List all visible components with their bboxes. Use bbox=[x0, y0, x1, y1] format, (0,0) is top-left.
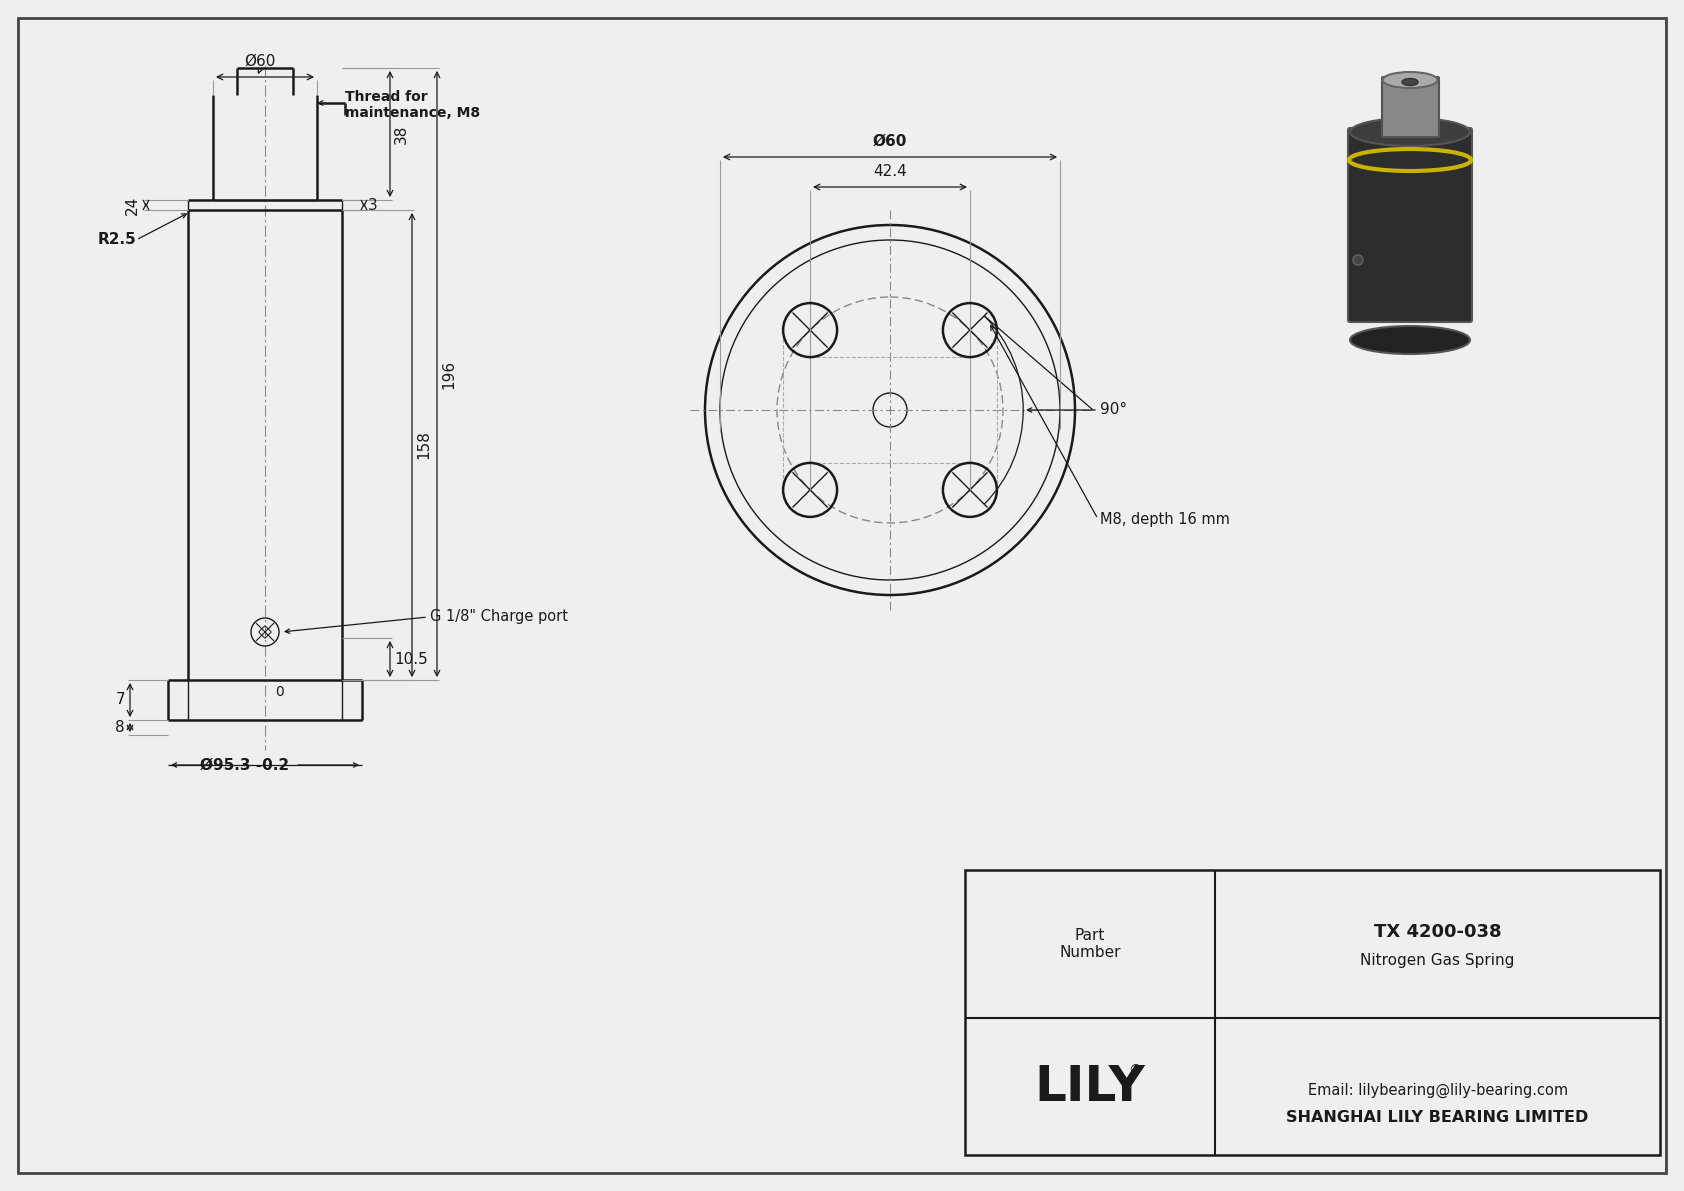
Text: Email: lilybearing@lily-bearing.com: Email: lilybearing@lily-bearing.com bbox=[1307, 1083, 1568, 1098]
Text: 90°: 90° bbox=[1100, 403, 1127, 418]
Text: ®: ® bbox=[1128, 1064, 1142, 1078]
Text: Ø95.3 -0.2: Ø95.3 -0.2 bbox=[200, 757, 290, 773]
Text: SHANGHAI LILY BEARING LIMITED: SHANGHAI LILY BEARING LIMITED bbox=[1287, 1110, 1588, 1124]
Bar bbox=[965, 869, 1660, 1155]
Text: LILY: LILY bbox=[1034, 1062, 1145, 1110]
Text: 10.5: 10.5 bbox=[394, 651, 428, 667]
Text: G 1/8" Charge port: G 1/8" Charge port bbox=[429, 610, 568, 624]
Text: 38: 38 bbox=[394, 124, 409, 144]
Text: TX 4200-038: TX 4200-038 bbox=[1374, 923, 1502, 941]
Text: Nitrogen Gas Spring: Nitrogen Gas Spring bbox=[1361, 953, 1516, 967]
Text: 158: 158 bbox=[416, 431, 431, 460]
Ellipse shape bbox=[1383, 71, 1438, 88]
Ellipse shape bbox=[1351, 118, 1470, 146]
Ellipse shape bbox=[1403, 79, 1418, 86]
Text: 0: 0 bbox=[274, 685, 283, 699]
Text: 3: 3 bbox=[369, 198, 377, 212]
Text: 8: 8 bbox=[116, 721, 125, 735]
Text: 7: 7 bbox=[116, 692, 125, 707]
Text: R2.5: R2.5 bbox=[98, 232, 136, 248]
Text: Part
Number: Part Number bbox=[1059, 928, 1122, 960]
Text: 196: 196 bbox=[441, 360, 456, 388]
Ellipse shape bbox=[1351, 326, 1470, 354]
FancyBboxPatch shape bbox=[1347, 127, 1472, 322]
Text: M8, depth 16 mm: M8, depth 16 mm bbox=[1100, 512, 1229, 526]
Text: Ø60: Ø60 bbox=[244, 54, 276, 69]
Text: 24: 24 bbox=[125, 195, 140, 214]
Text: Ø60: Ø60 bbox=[872, 135, 908, 149]
Circle shape bbox=[1352, 255, 1362, 266]
Text: 42.4: 42.4 bbox=[872, 164, 908, 179]
FancyBboxPatch shape bbox=[1383, 77, 1440, 137]
Text: Thread for
maintenance, M8: Thread for maintenance, M8 bbox=[345, 91, 480, 120]
